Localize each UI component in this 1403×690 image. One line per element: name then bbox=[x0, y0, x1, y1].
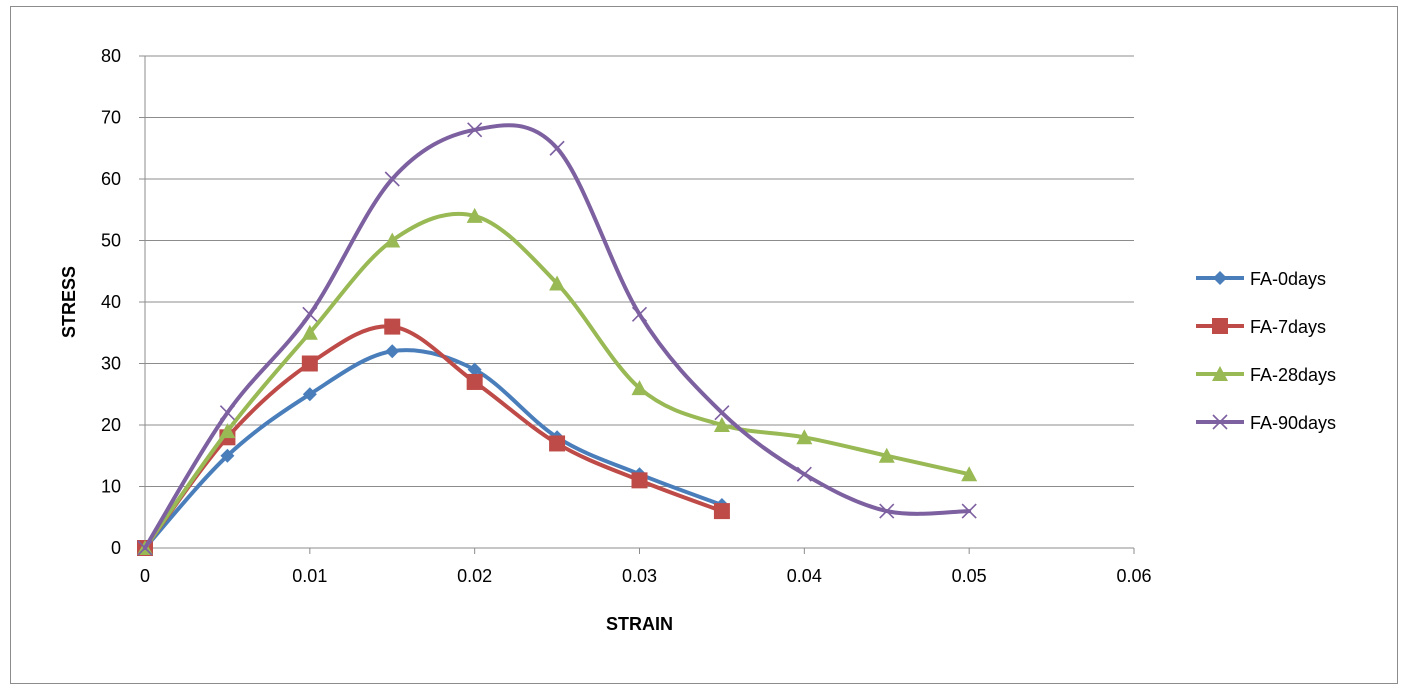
point-FA-0days-1 bbox=[220, 448, 235, 463]
point-FA-28days-10 bbox=[961, 466, 978, 482]
legend-item-FA-90days: FA-90days bbox=[1196, 413, 1336, 433]
point-FA-7days-3 bbox=[384, 318, 401, 335]
point-FA-90days-6 bbox=[631, 306, 648, 322]
y-tick-label-7: 70 bbox=[101, 108, 121, 128]
legend-label: FA-28days bbox=[1250, 365, 1336, 385]
y-tick-label-1: 10 bbox=[101, 477, 121, 497]
x-tick-label-2: 0.02 bbox=[457, 566, 492, 586]
x-tick-label-6: 0.06 bbox=[1116, 566, 1151, 586]
x-tick-label-5: 0.05 bbox=[952, 566, 987, 586]
series-group bbox=[137, 122, 978, 556]
x-tick-label-0: 0 bbox=[140, 566, 150, 586]
point-FA-90days-9 bbox=[879, 503, 895, 519]
point-FA-90days-3 bbox=[384, 171, 400, 187]
point-FA-90days-4 bbox=[467, 122, 483, 138]
y-tick-label-0: 0 bbox=[111, 538, 121, 558]
y-tick-label-4: 40 bbox=[101, 292, 121, 312]
legend-label: FA-90days bbox=[1250, 413, 1336, 433]
series-line-FA-90days bbox=[143, 123, 972, 550]
point-FA-28days-9 bbox=[878, 447, 895, 463]
legend-item-FA-28days: FA-28days bbox=[1196, 365, 1336, 385]
point-FA-28days-5 bbox=[549, 275, 566, 291]
point-FA-28days-6 bbox=[631, 380, 648, 396]
point-FA-28days-4 bbox=[466, 207, 483, 223]
point-FA-28days-1 bbox=[219, 423, 236, 439]
legend-swatch-marker bbox=[1213, 271, 1227, 285]
x-tick-label-3: 0.03 bbox=[622, 566, 657, 586]
axes bbox=[139, 55, 1135, 554]
legend-swatch-marker bbox=[1212, 366, 1228, 381]
point-FA-90days-2 bbox=[302, 306, 318, 322]
x-tick-label-4: 0.04 bbox=[787, 566, 822, 586]
point-FA-28days-3 bbox=[384, 232, 401, 248]
point-FA-90days-0 bbox=[137, 540, 153, 556]
y-tick-label-6: 60 bbox=[101, 169, 121, 189]
point-FA-7days-2 bbox=[301, 355, 318, 372]
point-FA-7days-5 bbox=[549, 435, 566, 452]
point-FA-28days-2 bbox=[301, 324, 318, 340]
point-FA-90days-5 bbox=[549, 140, 565, 156]
y-tick-label-8: 80 bbox=[101, 46, 121, 66]
point-FA-28days-8 bbox=[796, 429, 813, 445]
point-FA-28days-7 bbox=[713, 417, 730, 432]
legend-item-FA-0days: FA-0days bbox=[1196, 269, 1326, 289]
y-tick-labels: 0 10 20 30 40 50 60 70 80 bbox=[101, 46, 121, 558]
point-FA-90days-7 bbox=[714, 405, 730, 421]
legend: FA-0days FA-7days FA-28days FA-90days bbox=[1196, 269, 1336, 433]
legend-label: FA-0days bbox=[1250, 269, 1326, 289]
point-FA-0days-4 bbox=[467, 362, 482, 377]
x-tick-labels: 0 0.01 0.02 0.03 0.04 0.05 0.06 bbox=[140, 566, 1152, 586]
y-tick-label-3: 30 bbox=[101, 354, 121, 374]
series-line-FA-28days bbox=[143, 211, 972, 550]
legend-label: FA-7days bbox=[1250, 317, 1326, 337]
point-FA-7days-7 bbox=[713, 503, 730, 520]
legend-item-FA-7days: FA-7days bbox=[1196, 317, 1326, 337]
y-tick-label-2: 20 bbox=[101, 415, 121, 435]
point-FA-90days-8 bbox=[796, 466, 812, 482]
gridlines bbox=[145, 55, 1134, 487]
series-line-FA-0days bbox=[143, 348, 724, 550]
y-tick-label-5: 50 bbox=[101, 231, 121, 251]
point-FA-90days-1 bbox=[219, 405, 235, 421]
point-FA-7days-4 bbox=[466, 373, 483, 390]
legend-swatch-marker bbox=[1212, 414, 1228, 430]
point-FA-0days-2 bbox=[302, 387, 317, 402]
point-FA-7days-6 bbox=[631, 472, 648, 489]
series-FA-90days bbox=[137, 122, 977, 556]
y-axis-title: STRESS bbox=[59, 266, 79, 338]
x-axis-title: STRAIN bbox=[606, 614, 673, 634]
legend-swatch-marker bbox=[1212, 318, 1228, 334]
series-FA-0days bbox=[138, 344, 729, 555]
point-FA-0days-3 bbox=[385, 344, 400, 359]
point-FA-90days-10 bbox=[961, 503, 977, 519]
series-FA-28days bbox=[137, 207, 978, 555]
x-tick-label-1: 0.01 bbox=[292, 566, 327, 586]
chart-frame bbox=[10, 6, 1398, 684]
